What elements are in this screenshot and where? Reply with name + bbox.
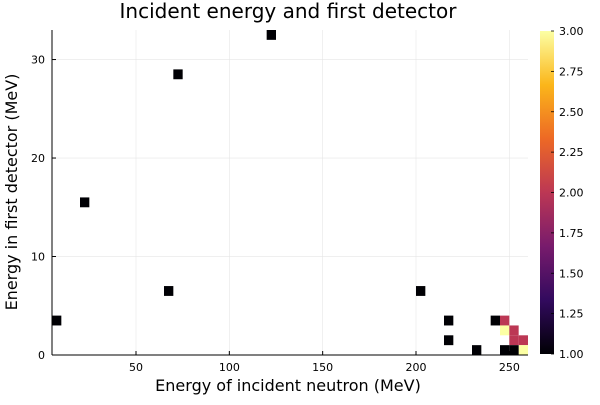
- y-tick-label: 10: [31, 251, 45, 264]
- colorbar-bar: [540, 31, 554, 354]
- heatmap-cell: [173, 69, 183, 80]
- colorbar-tick-label: 1.50: [559, 267, 584, 280]
- heatmap-cell: [509, 345, 519, 355]
- heatmap-cell: [500, 325, 510, 336]
- colorbar: 1.00 1.25 1.50 1.75 2.00 2.25 2.50 2.75 3.00: [540, 25, 584, 361]
- heatmap-cell: [444, 315, 454, 326]
- heatmap-cell: [500, 315, 510, 326]
- colorbar-tick-label: 1.25: [559, 308, 584, 321]
- colorbar-tick-label: 2.50: [559, 106, 584, 119]
- heatmap-cell: [509, 325, 519, 336]
- heatmap-cell: [52, 315, 62, 326]
- x-tick-label: 150: [312, 361, 333, 374]
- y-tick-label: 0: [38, 349, 45, 362]
- x-tick-label: 250: [499, 361, 520, 374]
- x-tick-label: 200: [406, 361, 427, 374]
- heatmap-cell: [416, 286, 426, 296]
- colorbar-tick-label: 3.00: [559, 25, 584, 38]
- y-axis-label: Energy in first detector (MeV): [2, 74, 21, 311]
- heatmap-cell: [444, 335, 454, 346]
- heatmap-cell: [164, 286, 174, 296]
- colorbar-tick-label: 2.75: [559, 65, 584, 78]
- colorbar-tick-label: 1.00: [559, 348, 584, 361]
- colorbar-tick-label: 2.25: [559, 146, 584, 159]
- x-tick-label: 50: [129, 361, 143, 374]
- heatmap-cell: [80, 197, 90, 208]
- heatmap-cell: [490, 315, 500, 326]
- y-tick-label: 20: [31, 152, 45, 165]
- y-tick-label: 30: [31, 54, 45, 67]
- heatmap-cell: [472, 345, 482, 355]
- colorbar-tick-label: 1.75: [559, 227, 584, 240]
- x-tick-label: 100: [219, 361, 240, 374]
- heatmap-cell: [518, 335, 528, 346]
- plot-area: 50 100 150 200 250 0 10 20 30: [31, 30, 528, 374]
- colorbar-tick-label: 2.00: [559, 187, 584, 200]
- heatmap-cell: [266, 30, 276, 40]
- x-axis-label: Energy of incident neutron (MeV): [155, 376, 421, 395]
- heatmap-cell: [509, 335, 519, 346]
- heatmap-cell: [500, 345, 510, 355]
- heatmap-cell: [518, 345, 528, 355]
- chart-title: Incident energy and first detector: [120, 0, 458, 23]
